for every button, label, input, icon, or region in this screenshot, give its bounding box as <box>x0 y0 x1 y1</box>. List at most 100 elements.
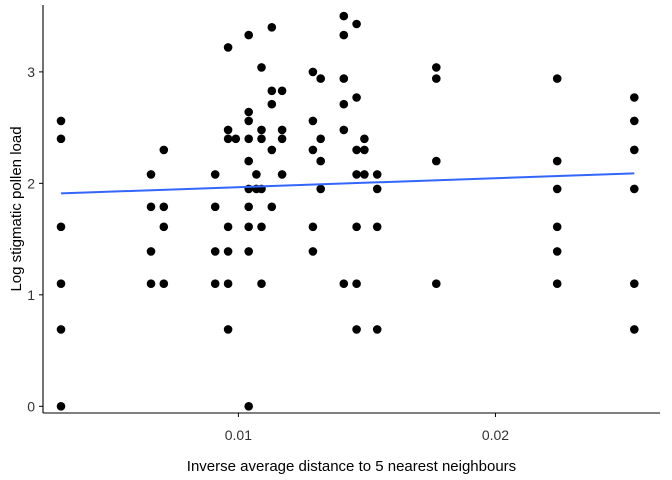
x-ticks: 0.01 0.02 <box>225 413 509 443</box>
data-point <box>223 222 233 232</box>
y-ticks: 0 1 2 3 <box>27 64 43 414</box>
data-point <box>252 170 261 179</box>
data-point <box>159 279 169 289</box>
data-point <box>432 74 441 83</box>
data-point <box>630 184 639 194</box>
data-point <box>277 170 287 179</box>
data-point <box>267 23 277 32</box>
data-point <box>630 93 639 102</box>
data-point <box>244 156 253 166</box>
data-point <box>352 170 361 179</box>
data-point <box>159 145 169 155</box>
data-point <box>244 402 253 411</box>
data-point <box>552 156 562 166</box>
x-tick-label: 0.01 <box>225 427 252 443</box>
data-point <box>432 63 441 72</box>
data-point <box>56 325 66 334</box>
data-point <box>244 134 253 144</box>
data-point <box>244 202 253 212</box>
data-point <box>146 202 156 212</box>
data-point <box>372 184 382 194</box>
data-point <box>56 134 66 144</box>
data-point <box>360 170 369 179</box>
data-point <box>267 86 277 96</box>
data-point <box>308 145 318 155</box>
data-point <box>630 145 639 155</box>
data-point <box>308 116 318 126</box>
data-point <box>267 99 277 109</box>
data-point <box>316 134 326 144</box>
y-tick-label: 2 <box>27 175 35 191</box>
data-point <box>257 63 266 72</box>
data-point <box>432 156 441 166</box>
data-point <box>267 145 277 155</box>
data-point <box>630 325 639 334</box>
data-point <box>159 202 169 212</box>
data-point <box>210 279 220 289</box>
data-point <box>352 325 361 334</box>
data-point <box>277 125 287 135</box>
data-point <box>316 74 326 83</box>
data-point <box>360 145 369 155</box>
data-point <box>56 116 66 126</box>
data-point <box>630 116 639 126</box>
data-point <box>352 279 361 289</box>
points-layer <box>56 11 639 411</box>
data-point <box>244 247 253 256</box>
data-point <box>630 279 639 289</box>
data-point <box>339 279 349 289</box>
data-point <box>352 19 361 29</box>
data-point <box>210 202 220 212</box>
data-point <box>372 325 382 334</box>
data-point <box>308 247 318 256</box>
data-point <box>339 99 349 109</box>
data-point <box>316 184 326 194</box>
data-point <box>210 247 220 256</box>
data-point <box>244 222 253 232</box>
data-point <box>277 134 287 144</box>
data-point <box>257 125 266 135</box>
y-tick-label: 1 <box>27 287 35 303</box>
data-point <box>339 74 349 83</box>
data-point <box>352 93 361 102</box>
data-point <box>257 222 266 232</box>
trend-line <box>60 172 635 195</box>
data-point <box>339 125 349 135</box>
data-point <box>146 170 156 179</box>
data-point <box>339 30 349 40</box>
data-point <box>244 116 253 126</box>
data-point <box>360 134 369 144</box>
data-point <box>552 247 562 256</box>
data-point <box>552 222 562 232</box>
data-point <box>56 402 66 411</box>
data-point <box>372 170 382 179</box>
y-tick-label: 0 <box>27 398 35 414</box>
data-point <box>56 222 66 232</box>
data-point <box>339 11 349 21</box>
data-point <box>223 125 233 135</box>
data-point <box>372 222 382 232</box>
data-point <box>552 279 562 289</box>
x-tick-label: 0.02 <box>482 427 509 443</box>
data-point <box>257 279 266 289</box>
data-point <box>244 107 253 117</box>
data-point <box>223 325 233 334</box>
data-point <box>552 184 562 194</box>
data-point <box>316 156 326 166</box>
data-point <box>352 222 361 232</box>
data-point <box>223 134 233 144</box>
data-point <box>432 279 441 289</box>
data-point <box>210 170 220 179</box>
data-point <box>257 134 266 144</box>
data-point <box>277 86 287 96</box>
data-point <box>146 279 156 289</box>
data-point <box>146 247 156 256</box>
data-point <box>56 279 66 289</box>
data-point <box>308 67 318 77</box>
data-point <box>223 279 233 289</box>
data-point <box>267 202 277 212</box>
data-point <box>552 74 562 83</box>
data-point <box>159 222 169 232</box>
data-point <box>308 222 318 232</box>
